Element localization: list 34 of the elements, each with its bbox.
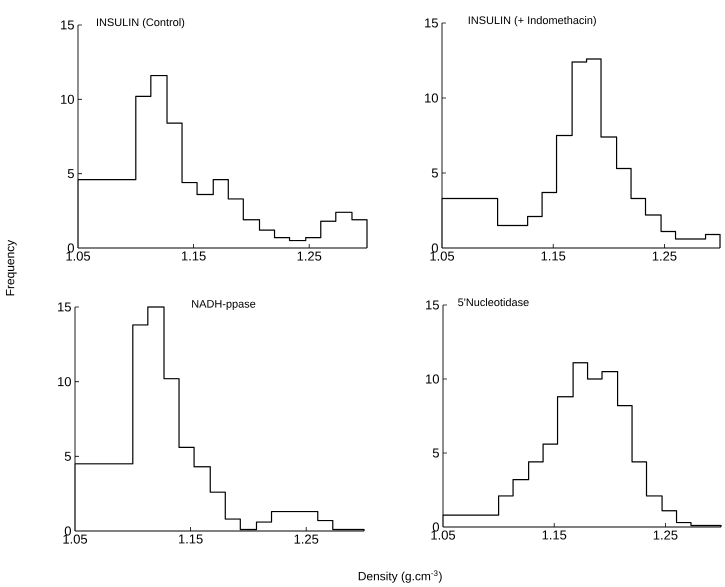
x-tick-label: 1.05 — [66, 252, 90, 261]
x-tick-label: 1.25 — [298, 252, 322, 261]
y-tick-label: 0 — [68, 243, 74, 253]
y-tick-label: 10 — [425, 93, 438, 103]
y-tick-label: 15 — [58, 302, 71, 312]
x-tick-label: 1.05 — [431, 530, 456, 540]
y-tick-label: 5 — [68, 169, 74, 178]
y-tick-label: 0 — [64, 526, 71, 536]
y-tick-label: 10 — [58, 377, 71, 386]
y-tick-label: 15 — [61, 20, 74, 30]
x-tick-label: 1.25 — [652, 252, 676, 261]
chart-title: 5'Nucleotidase — [458, 298, 529, 306]
y-tick-label: 5 — [432, 448, 439, 458]
x-tick-label: 1.15 — [542, 530, 566, 540]
y-tick-label: 0 — [432, 522, 439, 532]
y-tick-label: 10 — [426, 374, 439, 384]
chart-title: INSULIN (Control) — [96, 18, 184, 28]
chart-title: NADH-ppase — [192, 300, 256, 310]
y-axis-title: Frequency — [6, 240, 17, 296]
y-tick-label: 0 — [432, 243, 438, 253]
chart-title: INSULIN (+ Indomethacin) — [468, 16, 596, 26]
y-tick-label: 15 — [425, 18, 438, 28]
x-tick-label: 1.25 — [654, 530, 678, 540]
x-axis-title: Density (g.cm$^{-3}$) — [358, 570, 442, 583]
x-tick-label: 1.15 — [182, 252, 206, 261]
y-tick-label: 15 — [426, 300, 439, 310]
x-tick-label: 1.15 — [542, 252, 566, 261]
y-tick-label: 5 — [64, 452, 71, 461]
x-tick-label: 1.05 — [63, 534, 88, 544]
x-tick-label: 1.05 — [430, 252, 454, 261]
y-tick-label: 5 — [432, 168, 438, 178]
x-tick-label: 1.25 — [294, 534, 318, 544]
x-tick-label: 1.15 — [178, 534, 203, 544]
y-tick-label: 10 — [61, 94, 74, 104]
